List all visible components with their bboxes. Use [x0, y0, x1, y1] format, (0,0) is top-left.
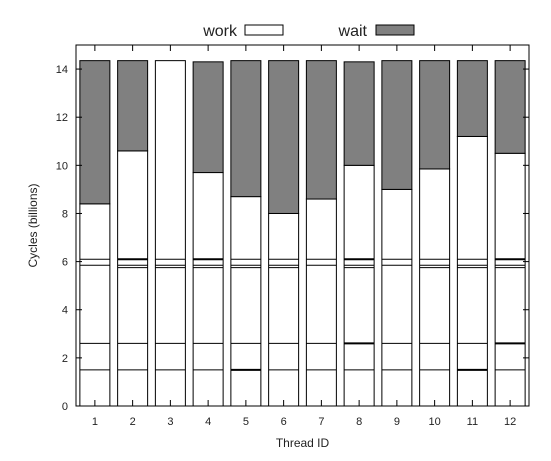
y-tick-label: 8 — [62, 208, 68, 220]
x-tick-label: 12 — [504, 416, 516, 428]
bar-work — [79, 203, 111, 407]
legend: work wait — [202, 23, 415, 40]
x-tick-label: 8 — [356, 416, 362, 428]
y-tick-label: 2 — [62, 353, 68, 365]
y-tick-label: 14 — [56, 64, 68, 76]
bar-work — [494, 152, 526, 407]
bar-work — [192, 172, 224, 407]
bar-work — [117, 150, 149, 407]
x-tick-label: 3 — [167, 416, 173, 428]
x-tick-label: 10 — [429, 416, 441, 428]
y-tick-label: 12 — [56, 112, 68, 124]
bar-wait — [494, 60, 526, 154]
legend-label: work — [202, 23, 238, 40]
bar-work — [154, 60, 186, 407]
bar-wait — [230, 60, 262, 198]
x-tick-label: 9 — [394, 416, 400, 428]
y-tick-label: 4 — [62, 305, 68, 317]
bar-work — [268, 212, 300, 407]
legend-label: wait — [338, 23, 368, 40]
x-tick-label: 2 — [130, 416, 136, 428]
bar-work — [381, 188, 413, 407]
legend-swatch — [244, 24, 284, 36]
bar-work — [305, 198, 337, 407]
legend-swatch — [375, 24, 415, 36]
bar-wait — [343, 61, 375, 166]
bar-work — [230, 196, 262, 407]
y-tick-label: 0 — [62, 401, 68, 413]
bar-work — [419, 168, 451, 407]
bar-work — [456, 135, 488, 407]
x-tick-label: 5 — [243, 416, 249, 428]
bar-wait — [117, 60, 149, 152]
bar-wait — [192, 61, 224, 174]
x-tick-label: 6 — [281, 416, 287, 428]
x-axis-title: Thread ID — [276, 436, 330, 450]
x-tick-label: 11 — [467, 416, 478, 428]
x-tick-label: 1 — [92, 416, 98, 428]
bar-wait — [456, 60, 488, 137]
bar-wait — [305, 60, 337, 200]
y-tick-label: 10 — [56, 160, 68, 172]
plot-frame — [75, 44, 530, 407]
bar-wait — [268, 60, 300, 214]
bars-group — [79, 60, 526, 407]
bar-wait — [419, 60, 451, 170]
bar-wait — [381, 60, 413, 190]
bar-wait — [79, 60, 111, 205]
bar-work — [343, 164, 375, 407]
x-tick-label: 7 — [318, 416, 324, 428]
y-axis-title: Cycles (billions) — [26, 183, 40, 267]
x-tick-label: 4 — [205, 416, 211, 428]
y-tick-label: 6 — [62, 257, 68, 269]
